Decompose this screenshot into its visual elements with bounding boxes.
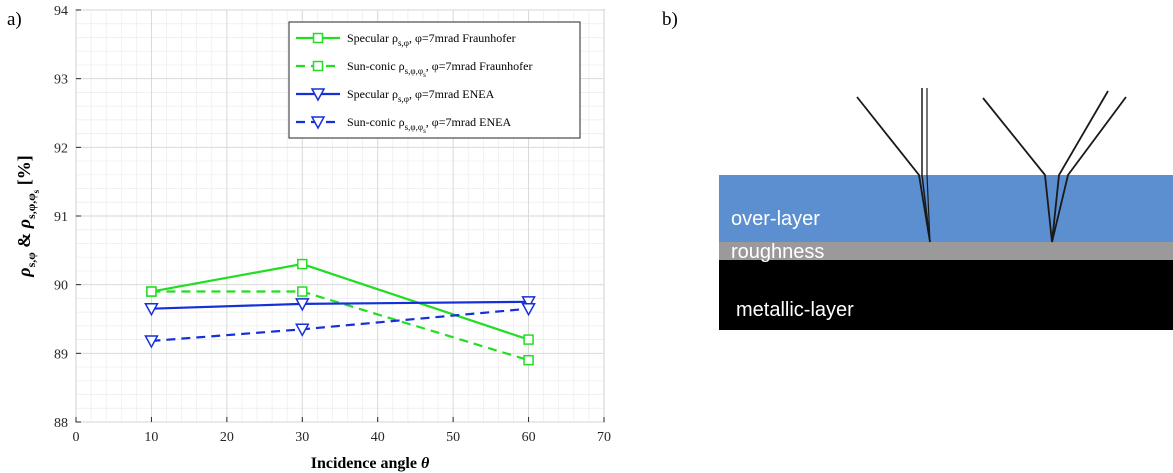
y-axis-label: ρs,φ & ρs,φ,φs [%] (14, 155, 41, 277)
data-point-0 (297, 258, 308, 270)
data-point-2 (295, 298, 310, 312)
svg-text:ρs,φ & ρs,φ,φs [%]: ρs,φ & ρs,φ,φs [%] (14, 155, 41, 277)
y-tick-label: 94 (54, 4, 68, 19)
data-point-3 (144, 335, 159, 349)
legend: Specular ρs,φ, φ=7mrad Fraunhofer Sun-con… (288, 21, 581, 139)
legend-entry-1: Sun-conic ρs,φ,φs, φ=7mrad Fraunhofer (347, 59, 532, 79)
x-tick-label: 40 (371, 430, 385, 445)
legend-marker-2 (310, 88, 326, 102)
data-point-1 (297, 286, 308, 297)
x-tick-label: 10 (144, 430, 158, 445)
metallic-layer-label: metallic-layer (736, 299, 854, 321)
roughness-label: roughness (731, 241, 824, 263)
x-tick-label: 50 (446, 430, 460, 445)
legend-entry-3: Sun-conic ρs,φ,φs, φ=7mrad ENEA (347, 115, 511, 135)
data-point-0 (523, 334, 534, 345)
reflectance-chart: 0 10 20 30 40 50 60 70 88 89 90 91 92 93 94 Incidence … (14, 4, 611, 472)
x-axis-label: Incidence angle θ (311, 455, 430, 472)
data-point-3 (521, 302, 536, 317)
ray-paths-left (856, 88, 931, 243)
layer-diagram: over-layer roughness metallic-layer (719, 88, 1173, 330)
y-tick-label: 91 (54, 210, 68, 225)
y-tick-label: 88 (54, 416, 68, 431)
axis-ticks: 0 10 20 30 40 50 60 70 88 89 90 91 92 93 94 (54, 4, 611, 445)
series-layer (144, 258, 536, 366)
data-point-3 (295, 323, 310, 337)
data-point-2 (521, 296, 536, 310)
x-tick-label: 0 (73, 430, 80, 445)
y-tick-label: 92 (54, 141, 68, 156)
over-layer-label: over-layer (731, 208, 820, 230)
roughness-layer (719, 242, 1173, 260)
panel-label-a: a) (7, 9, 22, 30)
legend-marker-3 (310, 116, 326, 130)
legend-entry-2: Specular ρs,φ, φ=7mrad ENEA (347, 87, 495, 104)
x-tick-label: 70 (597, 430, 611, 445)
over-layer (719, 175, 1173, 242)
legend-entry-0: Specular ρs,φ, φ=7mrad Fraunhofer (347, 31, 516, 48)
x-tick-label: 60 (522, 430, 536, 445)
data-point-1 (523, 354, 534, 366)
data-point-2 (144, 302, 159, 317)
metallic-layer (719, 260, 1173, 330)
legend-marker-0 (312, 32, 324, 44)
data-point-1 (146, 286, 157, 297)
y-tick-label: 89 (54, 347, 68, 362)
ray-paths-right (982, 90, 1127, 243)
legend-marker-1 (312, 60, 324, 72)
legend-box (288, 21, 581, 139)
y-tick-label: 90 (54, 279, 68, 294)
x-tick-label: 20 (220, 430, 234, 445)
y-tick-label: 93 (54, 73, 68, 88)
panel-label-b: b) (662, 9, 678, 30)
x-tick-label: 30 (295, 430, 309, 445)
